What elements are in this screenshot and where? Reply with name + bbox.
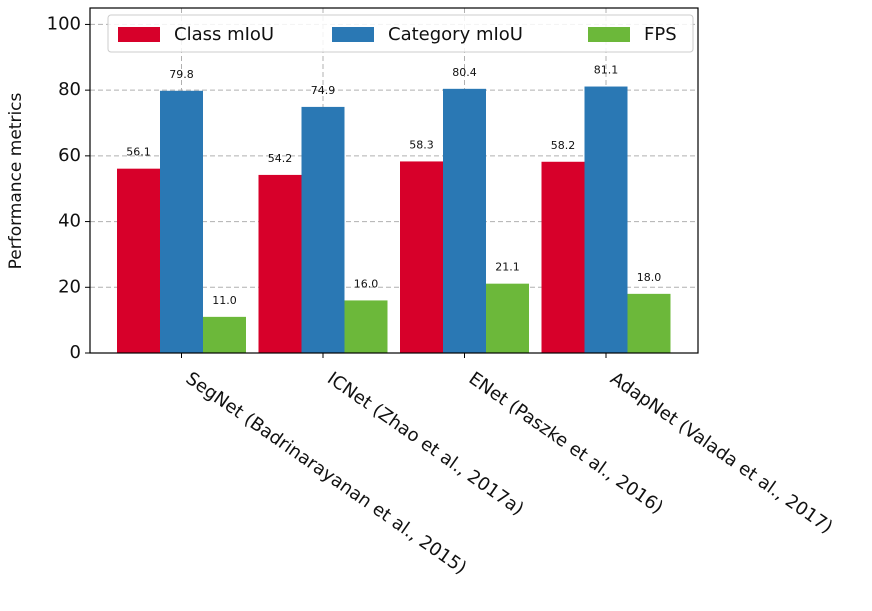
y-axis-label: Performance metrics [6,92,26,269]
bar [584,86,628,354]
plot-frame [89,7,699,354]
value-label: 58.2 [551,139,576,152]
legend-label: FPS [644,24,677,45]
value-label: 58.3 [409,138,434,151]
y-tick-label: 80 [58,79,81,100]
y-tick-label: 20 [58,276,81,297]
value-label: 79.8 [169,68,194,81]
legend-swatch [118,27,160,42]
bar [258,174,302,353]
bar [117,168,160,353]
value-label: 18.0 [637,271,662,284]
legend-label: Class mIoU [174,24,274,45]
value-label: 21.1 [495,261,520,274]
x-tick-label: SegNet (Badrinarayanan et al., 2015) [182,368,470,579]
bar [627,293,671,353]
value-label: 54.2 [268,152,293,165]
x-tick-label: AdapNet (Valada et al., 2017) [606,368,836,538]
legend-label: Category mIoU [388,24,523,45]
bar [541,161,585,353]
value-label: 80.4 [452,66,477,79]
value-label: 16.0 [354,277,379,290]
value-label: 74.9 [311,84,336,97]
value-label: 56.1 [126,146,151,159]
bar [160,90,203,354]
y-tick-label: 40 [58,211,81,232]
value-label: 11.0 [212,294,237,307]
legend-box [107,14,694,53]
y-tick-label: 100 [47,13,81,34]
bar [203,316,246,353]
y-tick-label: 0 [70,342,81,363]
legend-swatch [588,27,630,42]
bar [486,283,529,353]
legend-swatch [332,27,374,42]
value-label: 81.1 [594,64,619,77]
y-tick-label: 60 [58,145,81,166]
bar [443,88,486,353]
bar [400,161,443,353]
bar [344,300,388,353]
bar [301,106,345,354]
